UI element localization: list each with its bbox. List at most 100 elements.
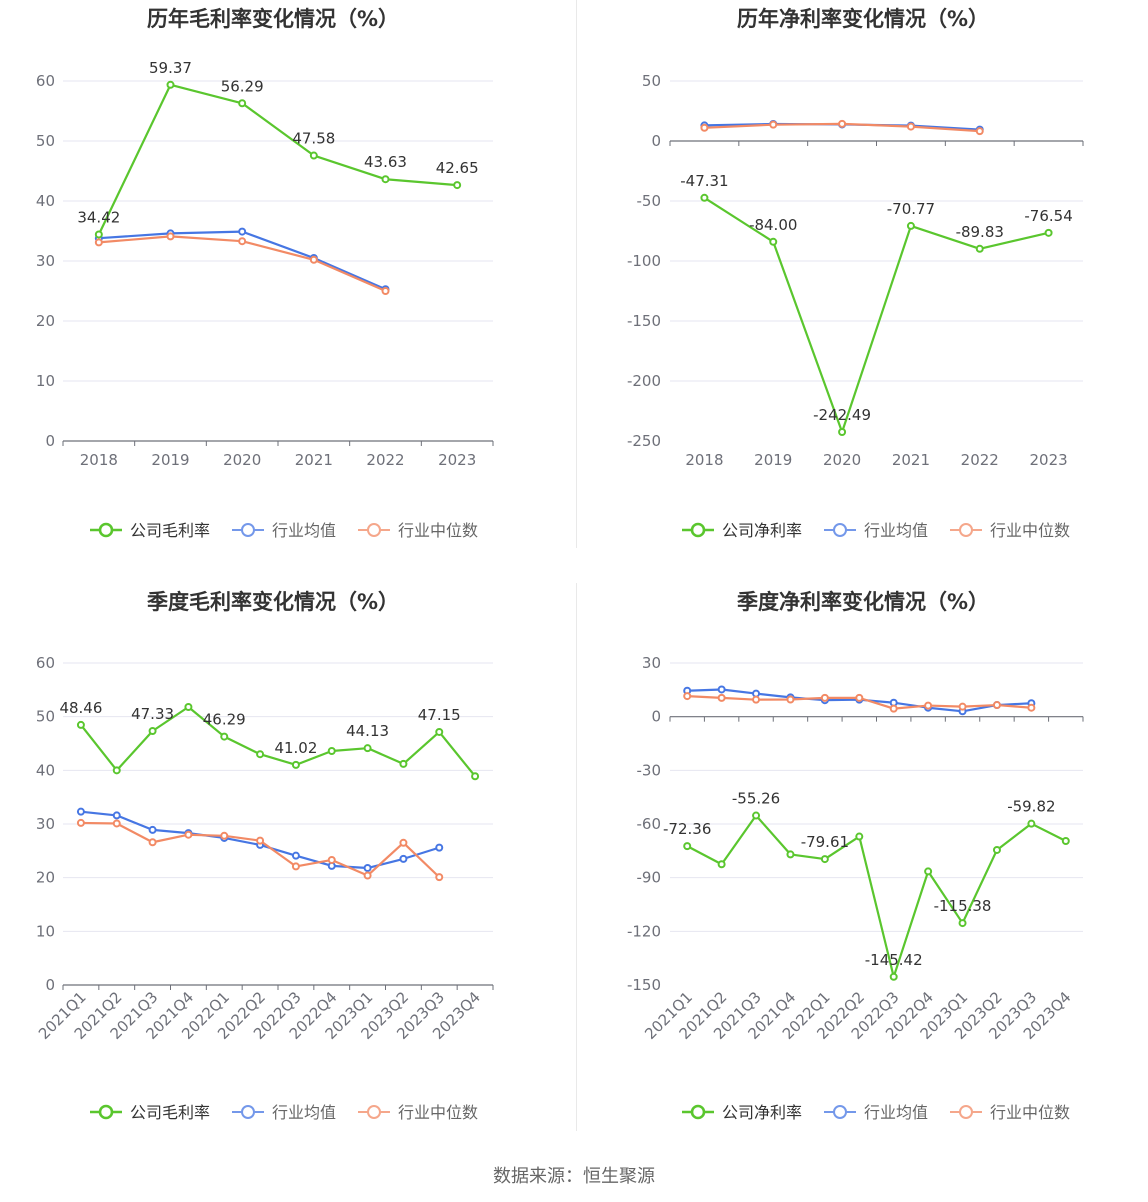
data-point-avg <box>238 227 247 236</box>
series-line-company <box>97 83 458 235</box>
data-point-avg <box>76 807 85 816</box>
data-label: -76.54 <box>1024 207 1072 225</box>
data-point-company <box>924 867 933 876</box>
y-tick-label: 30 <box>642 654 661 672</box>
data-point-company <box>291 760 300 769</box>
y-tick-label: 0 <box>651 708 661 726</box>
data-point-company <box>769 237 778 246</box>
data-label: -89.83 <box>956 223 1004 241</box>
data-point-median <box>700 123 709 132</box>
data-point-company <box>381 175 390 184</box>
y-tick-label: 40 <box>36 761 55 779</box>
data-point-median <box>220 831 229 840</box>
data-point-median <box>112 819 121 828</box>
legend-item-avg: 行业均值 <box>824 1103 928 1122</box>
data-label: 34.42 <box>77 208 120 226</box>
legend-item-avg: 行业均值 <box>232 521 336 540</box>
data-point-avg <box>291 851 300 860</box>
data-point-company <box>1027 819 1036 828</box>
data-point-company <box>838 427 847 436</box>
series-line-company <box>703 196 1049 434</box>
data-point-company <box>752 811 761 820</box>
data-point-company <box>906 221 915 230</box>
y-tick-label: 50 <box>642 72 661 90</box>
x-tick-label: 2021 <box>892 451 930 469</box>
data-point-median <box>256 836 265 845</box>
y-tick-label: -250 <box>627 432 661 450</box>
data-point-company <box>453 181 462 190</box>
data-point-median <box>238 237 247 246</box>
legend-label: 行业均值 <box>864 1103 928 1122</box>
x-tick-label: 2023 <box>438 451 476 469</box>
data-point-company <box>1061 836 1070 845</box>
data-point-company <box>76 720 85 729</box>
x-tick-label: 2022 <box>961 451 999 469</box>
x-tick-label: 2021 <box>295 451 333 469</box>
data-label: 41.02 <box>274 739 317 757</box>
data-point-median <box>309 255 318 264</box>
data-point-company <box>238 99 247 108</box>
y-tick-label: 0 <box>651 132 661 150</box>
data-point-median <box>327 855 336 864</box>
data-label: 47.15 <box>418 706 461 724</box>
data-point-company <box>717 860 726 869</box>
data-point-avg <box>112 811 121 820</box>
y-tick-label: -50 <box>637 192 662 210</box>
data-point-median <box>717 693 726 702</box>
y-tick-label: -30 <box>637 761 662 779</box>
data-point-company <box>148 726 157 735</box>
legend-marker <box>241 1105 255 1119</box>
y-tick-label: -120 <box>627 922 661 940</box>
legend-marker <box>98 1104 114 1120</box>
data-label: 42.65 <box>436 159 479 177</box>
data-point-median <box>924 701 933 710</box>
data-point-avg <box>148 825 157 834</box>
data-point-median <box>820 693 829 702</box>
legend-marker <box>98 522 114 538</box>
legend-item-median: 行业中位数 <box>358 1103 478 1122</box>
data-label: -115.38 <box>934 897 992 915</box>
x-tick-label: 2020 <box>223 451 261 469</box>
y-tick-label: 0 <box>45 976 55 994</box>
legend-item-median: 行业中位数 <box>358 521 478 540</box>
data-point-avg <box>363 864 372 873</box>
data-point-company <box>683 842 692 851</box>
y-tick-label: 20 <box>36 312 55 330</box>
legend-marker <box>367 523 381 537</box>
legend-marker <box>690 1104 706 1120</box>
series-line-median <box>80 821 441 878</box>
y-tick-label: 50 <box>36 132 55 150</box>
data-point-median <box>683 692 692 701</box>
data-point-median <box>975 127 984 136</box>
panel-divider-bottom <box>576 583 577 1131</box>
data-point-avg <box>399 854 408 863</box>
data-point-avg <box>717 685 726 694</box>
data-point-median <box>94 238 103 247</box>
x-tick-label: 2019 <box>754 451 792 469</box>
legend-item-company: 公司毛利率 <box>90 521 210 540</box>
y-tick-label: 0 <box>45 432 55 450</box>
legend-label: 行业均值 <box>272 521 336 540</box>
data-point-median <box>76 818 85 827</box>
data-label: 47.58 <box>292 130 335 148</box>
data-label: 59.37 <box>149 59 192 77</box>
legend-item-avg: 行业均值 <box>232 1103 336 1122</box>
series-line-company <box>686 814 1067 978</box>
chart-svg-quarterly-gross-margin: 季度毛利率变化情况（%）01020304050602021Q12021Q2202… <box>35 590 494 1122</box>
data-point-median <box>381 287 390 295</box>
legend-marker <box>241 523 255 537</box>
data-point-company <box>399 759 408 768</box>
data-label: -145.42 <box>865 951 923 969</box>
legend-label: 行业中位数 <box>398 1103 478 1122</box>
legend-label: 行业均值 <box>272 1103 336 1122</box>
data-label: 43.63 <box>364 153 407 171</box>
legend-label: 行业中位数 <box>398 521 478 540</box>
data-point-median <box>166 232 175 241</box>
data-point-median <box>786 695 795 704</box>
y-tick-label: -60 <box>637 815 662 833</box>
data-label: 47.33 <box>131 705 174 723</box>
legend-item-company: 公司净利率 <box>682 521 802 540</box>
chart-annual-gross-margin: 历年毛利率变化情况（%） 0 10 20 30 40 50 60 2018 2019 2020 202… <box>0 0 576 560</box>
data-point-company <box>786 850 795 859</box>
chart-annual-net-margin: 历年净利率变化情况（%） -250 -200 -150 -100 -50 0 50 2018 20… <box>577 0 1148 560</box>
